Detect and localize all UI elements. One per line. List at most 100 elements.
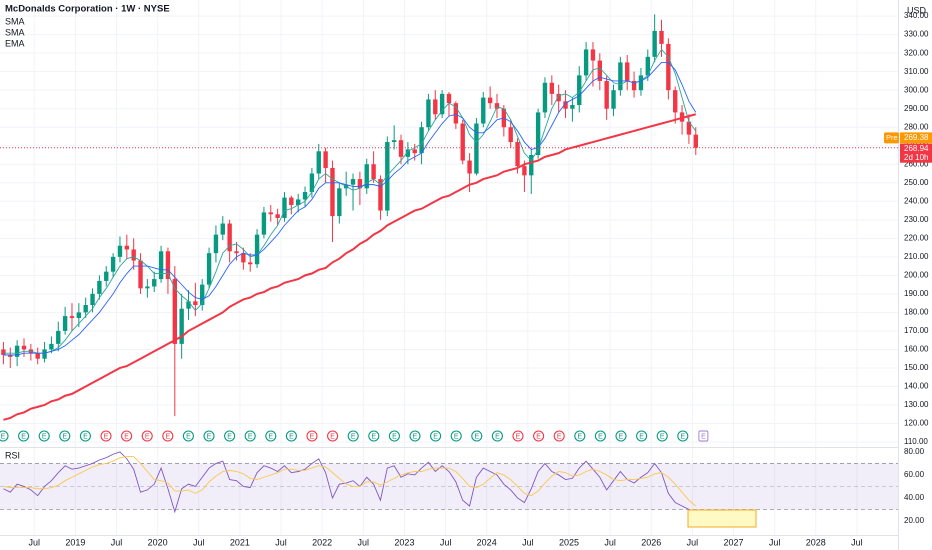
candle-body	[295, 199, 301, 205]
y-tick-label: 250.00	[904, 178, 929, 187]
candle-body	[158, 251, 164, 280]
event-icon	[121, 430, 133, 442]
candle-body	[275, 214, 280, 218]
candle-body	[357, 179, 363, 189]
event-icon	[656, 430, 668, 442]
candle-body	[405, 149, 411, 157]
candle-body	[529, 155, 534, 176]
x-tick-label: Jul	[440, 537, 452, 547]
candle-body	[323, 151, 328, 168]
last-price: 268.94	[904, 144, 929, 153]
event-icon	[698, 430, 709, 442]
candle-body	[597, 60, 603, 81]
y-tick-label: 210.00	[904, 252, 929, 261]
candle-body	[213, 234, 219, 254]
y-tick-label: 190.00	[904, 289, 929, 298]
rsi-title[interactable]: RSI	[5, 450, 20, 460]
candle-body	[494, 103, 500, 109]
event-icon	[79, 430, 91, 442]
candle-body	[90, 293, 95, 305]
event-label: E	[310, 433, 315, 440]
candle-body	[289, 197, 294, 205]
y-tick-label: 160.00	[904, 345, 929, 354]
candle-body	[556, 93, 561, 102]
event-icon	[615, 430, 627, 442]
candle-body	[35, 353, 40, 359]
candle-body	[693, 134, 698, 148]
event-label: E	[104, 433, 109, 440]
event-icon	[224, 430, 236, 442]
candle-body	[652, 30, 657, 57]
event-icon	[141, 430, 153, 442]
candle-body	[385, 142, 390, 211]
candle-body	[186, 301, 191, 309]
y-tick-label: 140.00	[904, 382, 929, 391]
x-tick-label: 2027	[723, 537, 743, 547]
candle-body	[590, 49, 596, 61]
candle-body	[97, 280, 102, 294]
x-tick-label: Jul	[851, 537, 863, 547]
candle-body	[453, 103, 459, 124]
x-tick-label: 2026	[641, 537, 661, 547]
x-tick-label: Jul	[29, 537, 41, 547]
event-label: E	[1, 433, 6, 440]
candle-body	[604, 80, 609, 109]
rsi-tick-label: 40.00	[904, 493, 925, 502]
legend-item[interactable]: EMA	[5, 38, 25, 48]
event-icon	[450, 430, 462, 442]
x-tick-label: Jul	[687, 537, 699, 547]
candle-body	[659, 30, 664, 44]
event-label: E	[639, 433, 644, 440]
event-icon	[265, 430, 277, 442]
legend-item[interactable]: SMA	[5, 16, 25, 26]
legend-title[interactable]: McDonalds Corporation · 1W · NYSE	[5, 4, 170, 15]
y-tick-label: 260.00	[904, 159, 929, 168]
event-icon	[409, 430, 421, 442]
candle-body	[638, 75, 644, 91]
y-tick-label: 310.00	[904, 67, 929, 76]
candle-body	[398, 140, 404, 157]
event-label: E	[42, 433, 47, 440]
candle-body	[446, 93, 452, 104]
candle-body	[433, 99, 438, 115]
event-icon	[59, 430, 71, 442]
candle-body	[131, 249, 136, 261]
event-label: E	[598, 433, 603, 440]
legend-item[interactable]: SMA	[5, 27, 25, 37]
event-label: E	[186, 433, 191, 440]
x-tick-label: Jul	[275, 537, 287, 547]
y-tick-label: 110.00	[904, 437, 928, 446]
event-icon	[327, 430, 339, 442]
event-label: E	[413, 433, 418, 440]
event-icon	[38, 430, 50, 442]
candle-body	[56, 330, 61, 344]
x-tick-label: 2022	[312, 537, 332, 547]
candle-body	[673, 90, 678, 113]
drawing-rectangle[interactable]	[687, 509, 757, 528]
candle-body	[426, 99, 431, 128]
event-label: E	[207, 433, 212, 440]
candle-body	[138, 260, 143, 289]
event-label: E	[474, 433, 479, 440]
x-tick-label: 2023	[394, 537, 414, 547]
currency[interactable]: USD	[907, 5, 927, 15]
rsi-tick-label: 20.00	[904, 516, 925, 525]
rsi-line	[3, 456, 697, 507]
last-price-bg	[900, 143, 932, 163]
y-tick-label: 150.00	[904, 363, 929, 372]
y-tick-label: 170.00	[904, 326, 929, 335]
event-label: E	[392, 433, 397, 440]
x-tick-label: 2019	[65, 537, 85, 547]
candle-body	[206, 253, 212, 285]
x-tick-label: 2024	[477, 537, 497, 547]
axis: Jul 2019 Jul 2020 Jul 2021 Jul 2022 Jul 2023 Jul 20…	[29, 11, 932, 547]
x-tick-label: Jul	[604, 537, 616, 547]
candle-body	[618, 62, 623, 91]
rsi-bands	[0, 463, 898, 510]
candle-body	[193, 301, 198, 305]
candle-body	[261, 212, 267, 235]
x-tick-label: Jul	[522, 537, 534, 547]
candle-body	[117, 245, 123, 257]
y-tick-label: 180.00	[904, 308, 929, 317]
